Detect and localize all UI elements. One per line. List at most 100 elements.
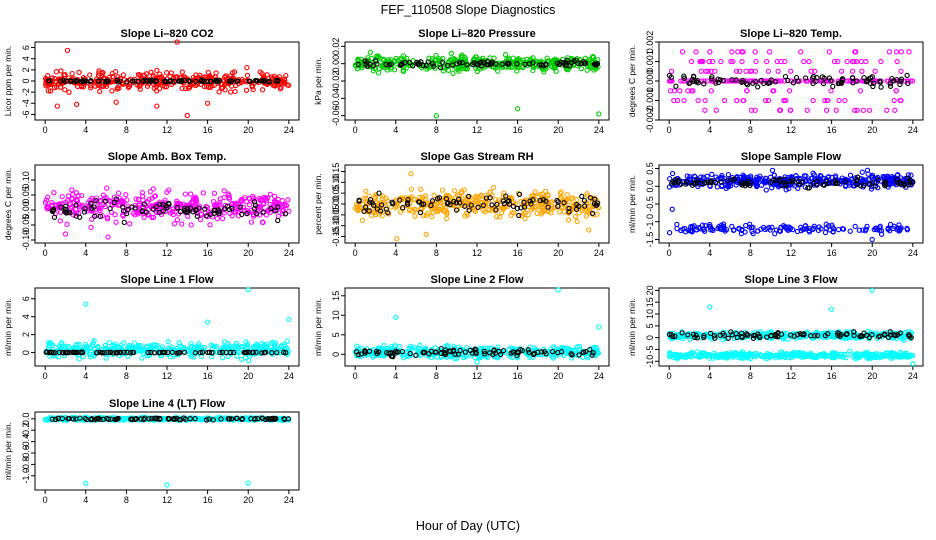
data-point [456, 68, 462, 74]
data-point [701, 228, 708, 234]
data-point [51, 84, 58, 91]
data-point [179, 85, 185, 91]
data-point [714, 184, 721, 190]
x-tick-label: 4 [707, 125, 712, 135]
data-point [878, 84, 884, 90]
data-point [718, 58, 724, 65]
data-point [810, 75, 816, 81]
data-point [555, 199, 561, 205]
data-point [141, 72, 147, 78]
data-point [833, 107, 839, 113]
data-point [50, 207, 56, 213]
data-point [737, 68, 743, 74]
data-point [863, 177, 869, 183]
data-point [78, 79, 85, 85]
data-point [864, 223, 870, 230]
data-point [418, 186, 424, 193]
data-point [581, 60, 588, 67]
data-point [584, 191, 590, 197]
data-point [194, 213, 200, 219]
data-point [178, 201, 184, 208]
data-point [772, 79, 779, 85]
data-point [744, 88, 750, 94]
data-point [587, 195, 594, 201]
x-tick-label: 16 [513, 248, 523, 258]
data-point [285, 197, 291, 203]
data-point [403, 202, 410, 209]
data-point [184, 209, 190, 215]
y-axis-label: ml/min per min. [3, 422, 13, 480]
data-point [575, 60, 581, 66]
x-tick-label: 8 [434, 371, 439, 381]
data-point [263, 212, 269, 218]
x-tick-label: 20 [867, 125, 877, 135]
outlier-point [707, 304, 713, 310]
data-point [798, 49, 804, 55]
x-tick-label: 0 [353, 371, 358, 381]
data-point [60, 77, 67, 83]
data-point [57, 209, 64, 215]
y-tick-label: 0.05 [21, 186, 31, 204]
outlier-point [204, 319, 211, 325]
data-point [861, 75, 867, 81]
data-point [243, 87, 250, 93]
data-point [275, 204, 281, 210]
data-point [45, 78, 52, 84]
data-point [755, 176, 761, 182]
data-point [261, 78, 268, 84]
data-point [273, 78, 279, 84]
y-axis-label: percent per min. [313, 173, 323, 234]
data-point [45, 205, 52, 211]
data-point [831, 58, 838, 65]
outlier-point [64, 47, 71, 54]
data-point [471, 60, 477, 66]
figure-xlabel: Hour of Day (UTC) [416, 519, 520, 533]
data-point [583, 213, 589, 219]
data-point [62, 87, 68, 93]
data-point [687, 176, 694, 183]
data-point [729, 77, 735, 83]
outlier-point [105, 234, 111, 240]
y-axis-label: ml/min per min. [313, 298, 323, 356]
outlier-point [113, 99, 119, 105]
x-tick-label: 20 [243, 125, 253, 135]
data-point [870, 83, 876, 90]
data-point [708, 68, 714, 74]
data-point [892, 107, 898, 113]
data-point [99, 71, 105, 77]
data-point [698, 68, 704, 74]
data-point [374, 206, 381, 212]
data-point [193, 207, 199, 214]
data-point [500, 206, 506, 212]
data-point [778, 58, 784, 65]
data-point [832, 175, 839, 181]
y-tick-label: 0.05 [331, 184, 341, 202]
x-tick-label: 4 [83, 248, 88, 258]
data-point [203, 213, 209, 219]
data-point [866, 107, 873, 113]
y-tick-label: 0 [21, 78, 31, 83]
data-point [775, 68, 781, 74]
data-point [589, 54, 596, 60]
data-point [132, 212, 138, 218]
data-point [96, 206, 102, 212]
data-point [456, 65, 462, 71]
data-point [444, 62, 451, 69]
data-point [830, 83, 836, 90]
data-point [549, 64, 555, 70]
data-point [459, 52, 465, 58]
data-point [742, 174, 748, 181]
data-point [480, 59, 486, 65]
outlier-point [73, 101, 80, 108]
data-point [666, 230, 673, 236]
data-point [104, 185, 110, 191]
data-point [828, 77, 834, 84]
x-tick-label: 20 [243, 495, 253, 505]
data-point [863, 79, 870, 85]
data-point [363, 188, 369, 194]
data-point [187, 205, 194, 211]
data-point [891, 180, 898, 186]
y-axis-label: ml/min per min. [627, 175, 637, 233]
data-point [581, 197, 588, 204]
